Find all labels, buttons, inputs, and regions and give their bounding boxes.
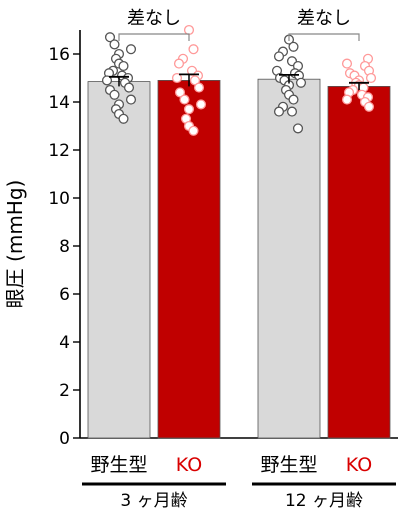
bar	[157, 80, 221, 439]
data-point	[179, 94, 190, 105]
data-point	[341, 94, 353, 105]
y-tick-label: 16	[48, 45, 70, 65]
y-tick-label: 4	[59, 333, 70, 353]
data-point	[173, 58, 185, 69]
significance-label: 差なし	[297, 8, 351, 29]
y-tick-label: 8	[59, 237, 70, 257]
data-point	[363, 101, 375, 112]
y-axis: 0 2 4 6 8 10 12 14 16	[48, 30, 398, 449]
y-tick-label: 6	[59, 285, 70, 305]
data-point	[292, 123, 304, 134]
significance-bracket	[288, 33, 360, 41]
bar	[257, 78, 321, 439]
data-point	[193, 82, 205, 93]
data-point	[188, 125, 199, 136]
data-point	[286, 106, 298, 117]
group-label: 3 ヶ月齢	[120, 491, 187, 511]
y-axis-label: 眼圧 (mmHg)	[3, 180, 27, 309]
x-category-label: 野生型	[260, 454, 317, 476]
error-bars	[109, 73, 369, 90]
bars	[87, 78, 391, 439]
x-category-label: KO	[346, 454, 372, 476]
data-point	[288, 94, 299, 105]
data-point	[195, 99, 207, 110]
data-point	[174, 87, 186, 98]
y-tick-label: 14	[48, 93, 70, 113]
data-point	[118, 60, 129, 72]
data-point	[273, 51, 285, 62]
data-point	[125, 44, 137, 55]
data-point	[295, 77, 307, 88]
data-point	[341, 58, 353, 69]
data-points	[101, 24, 377, 136]
group-label: 12 ヶ月齢	[285, 491, 363, 511]
data-point	[171, 72, 183, 84]
data-point	[365, 72, 377, 84]
data-point	[125, 94, 137, 105]
significance-label: 差なし	[127, 8, 181, 29]
annotations: 差なし 差なし	[118, 8, 360, 41]
significance-bracket	[118, 33, 190, 41]
data-point	[118, 113, 129, 124]
data-point	[188, 44, 199, 55]
data-point	[101, 75, 113, 86]
data-point	[273, 106, 285, 117]
data-point	[183, 104, 195, 115]
y-tick-label: 12	[48, 141, 70, 161]
y-tick-label: 10	[48, 189, 70, 209]
bar	[327, 86, 391, 439]
data-point	[288, 41, 299, 52]
y-tick-label: 0	[59, 429, 70, 449]
data-point	[109, 39, 120, 50]
bar	[87, 81, 151, 439]
data-point	[109, 89, 120, 100]
y-tick-label: 2	[59, 381, 70, 401]
x-axis-labels: 野生型 KO 3 ヶ月齢 野生型 KO 12 ヶ月齢	[82, 454, 396, 511]
x-category-label: KO	[176, 454, 202, 476]
data-point	[104, 32, 116, 43]
x-category-label: 野生型	[90, 454, 147, 476]
data-point	[123, 82, 135, 93]
data-point	[183, 24, 195, 36]
